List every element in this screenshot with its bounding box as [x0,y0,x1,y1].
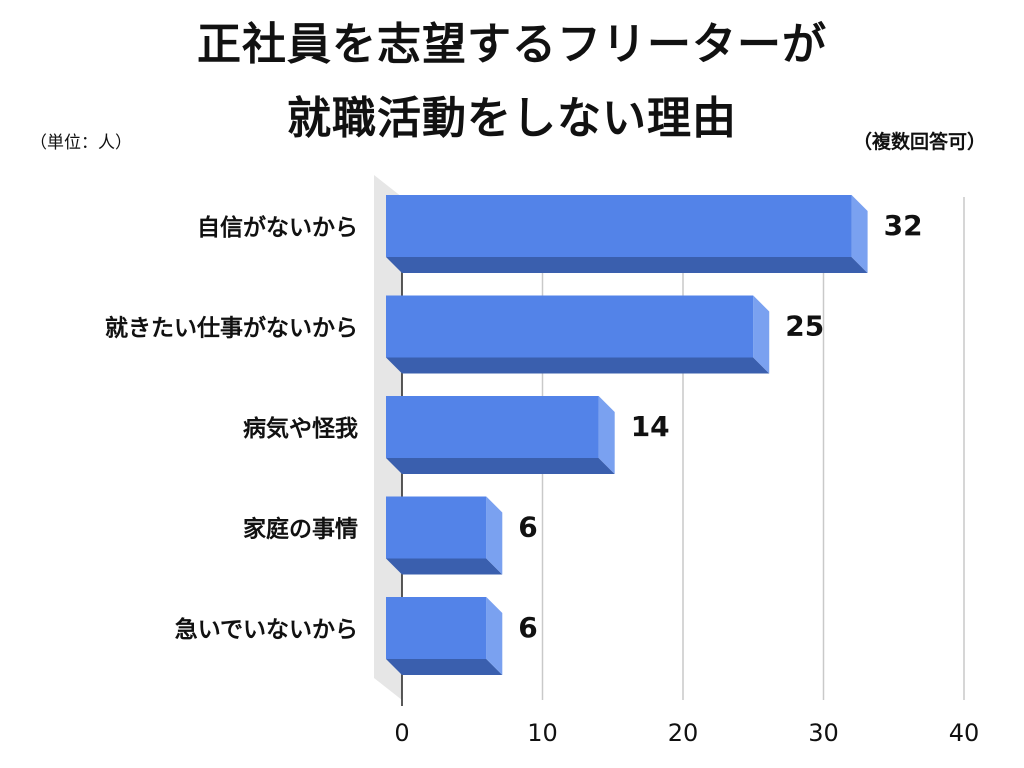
bar-side-face [486,496,503,575]
category-label-3: 病気や怪我 [243,415,358,442]
bar-value-label: 32 [884,209,923,242]
x-tick-label-40: 40 [949,719,980,747]
unit-note: （単位：人） [30,133,132,153]
category-label-5: 急いでいないから [175,616,358,643]
bar-value-label: 25 [785,310,824,343]
bar-value-label: 6 [518,611,537,644]
bar-side-face [598,396,615,474]
bar-front-face [386,597,487,659]
bar-front-face [386,295,754,358]
bar-value-label: 6 [518,511,537,544]
bar-4: 6 [386,496,538,575]
bar-bottom-face [386,458,615,474]
bar-front-face [386,396,599,458]
category-label-4: 家庭の事情 [243,516,358,543]
bar-bottom-face [386,558,503,575]
bar-5: 6 [386,597,538,675]
bar-side-face [486,597,503,675]
x-tick-label-20: 20 [668,719,699,747]
bar-front-face [386,195,852,257]
category-label-2: 就きたい仕事がないから [105,315,358,342]
x-axis-tick-labels: 0 10 20 30 40 [394,719,979,747]
bar-bottom-face [386,257,868,273]
bar-side-face [851,195,868,273]
chart-title-line-2: 就職活動をしない理由 [287,93,737,144]
bar-bottom-face [386,659,503,675]
bar-bottom-face [386,357,770,374]
bar-value-label: 14 [631,410,670,443]
multi-answer-note: （複数回答可） [852,131,986,153]
x-tick-label-0: 0 [394,719,409,747]
chart-bars: 32 25 14 6 6 [386,195,923,675]
x-tick-label-30: 30 [808,719,839,747]
bar-side-face [753,295,770,374]
chart-title-line-1: 正社員を志望するフリーターが [197,19,827,70]
bar-1: 32 [386,195,923,273]
bar-front-face [386,496,487,559]
bar-3: 14 [386,396,670,474]
x-tick-label-10: 10 [527,719,558,747]
category-label-1: 自信がないから [197,214,358,241]
bar-2: 25 [386,295,824,374]
